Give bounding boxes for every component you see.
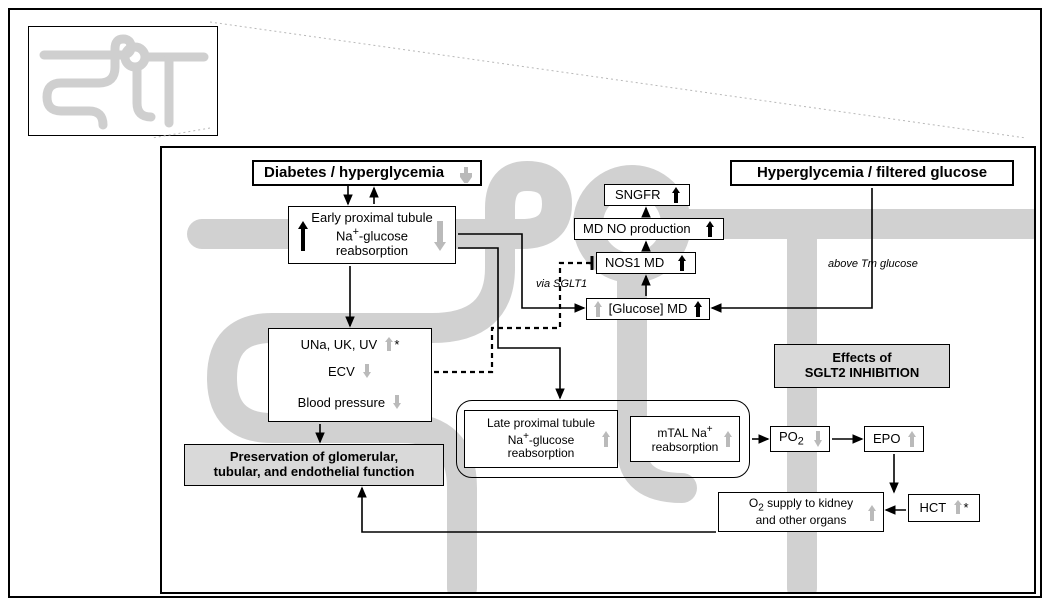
node-una-label: UNa, UK, UV * bbox=[301, 337, 400, 353]
node-o2supply-label: O2 supply to kidneyand other organs bbox=[749, 497, 853, 528]
node-effects-label: Effects ofSGLT2 INHIBITION bbox=[805, 351, 920, 381]
annot-tm-label: above Tm glucose bbox=[828, 258, 918, 271]
node-hyperglycemia-label: Hyperglycemia / filtered glucose bbox=[757, 164, 987, 181]
node-mtal: mTAL Na+reabsorption bbox=[630, 416, 740, 462]
grey-up-arrow-icon bbox=[601, 431, 611, 451]
node-po2: PO2 bbox=[770, 426, 830, 452]
annot-via-sglt1: via SGLT1 bbox=[530, 276, 602, 292]
node-diabetes: Diabetes / hyperglycemia bbox=[252, 160, 482, 186]
node-early-proximal: Early proximal tubuleNa+-glucosereabsorp… bbox=[288, 206, 456, 264]
black-up-arrow-icon bbox=[677, 255, 687, 275]
node-late-proximal: Late proximal tubuleNa+-glucosereabsorpt… bbox=[464, 410, 618, 468]
node-glucose-md: [Glucose] MD bbox=[586, 298, 710, 320]
main-panel: Diabetes / hyperglycemia Hyperglycemia /… bbox=[160, 146, 1036, 594]
grey-up-arrow-icon bbox=[723, 431, 733, 451]
node-glucmd-label: [Glucose] MD bbox=[609, 302, 688, 317]
node-diabetes-label: Diabetes / hyperglycemia bbox=[264, 164, 444, 181]
grey-down-arrow-icon bbox=[433, 221, 447, 255]
node-preservation: Preservation of glomerular,tubular, and … bbox=[184, 444, 444, 486]
black-up-arrow-icon bbox=[705, 221, 715, 241]
node-bp-label: Blood pressure bbox=[298, 395, 403, 411]
node-po2-label: PO2 bbox=[779, 430, 804, 448]
grey-down-arrow-icon bbox=[460, 165, 472, 187]
node-hyperglycemia: Hyperglycemia / filtered glucose bbox=[730, 160, 1014, 186]
node-ecv-label: ECV bbox=[328, 364, 372, 380]
grey-down-arrow-icon bbox=[813, 431, 823, 451]
node-mdno: MD NO production bbox=[574, 218, 724, 240]
node-una: UNa, UK, UV * bbox=[274, 334, 426, 356]
annot-above-tm: above Tm glucose bbox=[822, 256, 972, 272]
node-preserve-label: Preservation of glomerular,tubular, and … bbox=[214, 450, 415, 480]
grey-up-arrow-icon bbox=[593, 301, 603, 321]
black-up-arrow-icon bbox=[671, 187, 681, 207]
black-up-arrow-icon bbox=[693, 301, 703, 321]
node-mtal-label: mTAL Na+reabsorption bbox=[652, 424, 719, 455]
node-epo: EPO bbox=[864, 426, 924, 452]
node-nos1-label: NOS1 MD bbox=[605, 256, 664, 271]
node-o2supply: O2 supply to kidneyand other organs bbox=[718, 492, 884, 532]
node-early-label: Early proximal tubuleNa+-glucosereabsorp… bbox=[311, 211, 432, 259]
annot-sglt1-label: via SGLT1 bbox=[536, 278, 587, 291]
node-mdno-label: MD NO production bbox=[583, 222, 691, 237]
thumbnail-nephron bbox=[29, 27, 218, 136]
node-hct-label: HCT * bbox=[919, 500, 968, 516]
thumbnail-panel bbox=[28, 26, 218, 136]
node-sngfr-label: SNGFR bbox=[615, 188, 661, 203]
node-sngfr: SNGFR bbox=[604, 184, 690, 206]
grey-up-arrow-icon bbox=[907, 431, 917, 451]
node-nos1: NOS1 MD bbox=[596, 252, 696, 274]
node-late-label: Late proximal tubuleNa+-glucosereabsorpt… bbox=[487, 417, 595, 461]
node-ecv: ECV bbox=[274, 362, 426, 382]
node-effects-sglt2: Effects ofSGLT2 INHIBITION bbox=[774, 344, 950, 388]
node-epo-label: EPO bbox=[873, 432, 900, 447]
node-hct: HCT * bbox=[908, 494, 980, 522]
grey-up-arrow-icon bbox=[867, 505, 877, 525]
node-bp: Blood pressure bbox=[274, 392, 426, 414]
black-up-arrow-icon bbox=[297, 221, 309, 255]
outer-frame: Diabetes / hyperglycemia Hyperglycemia /… bbox=[8, 8, 1042, 598]
